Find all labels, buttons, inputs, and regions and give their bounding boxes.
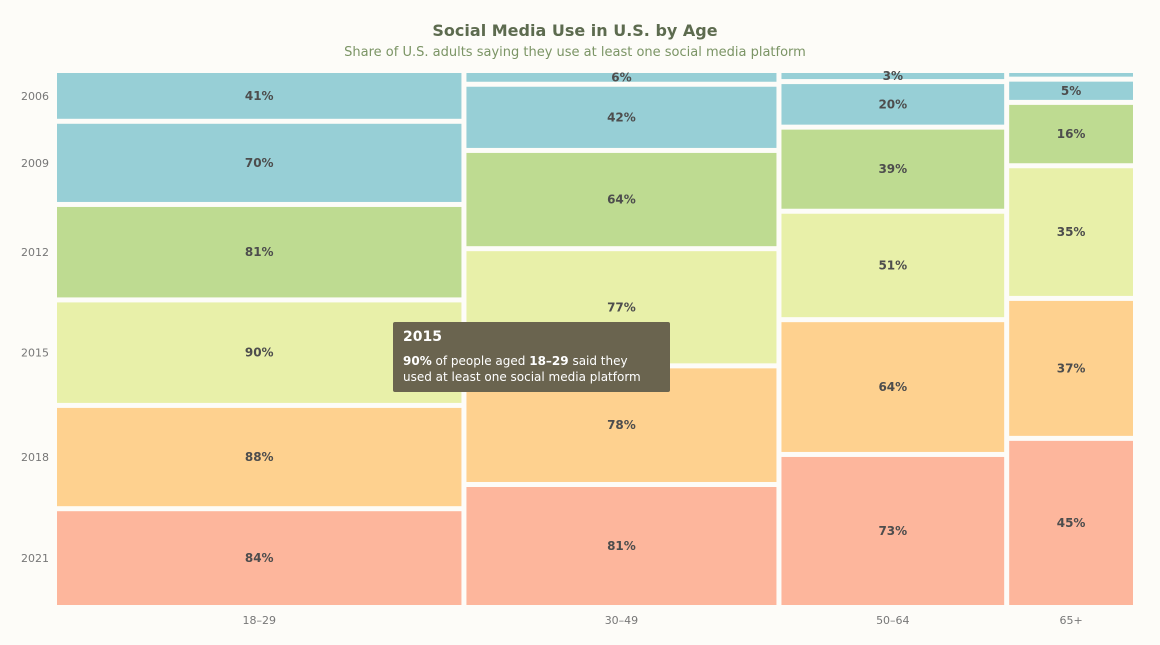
mosaic-cell[interactable] (1009, 168, 1133, 296)
cell-value-label: 64% (607, 193, 636, 207)
mosaic-cell[interactable] (57, 407, 462, 507)
year-axis-label: 2009 (21, 157, 49, 170)
mosaic-cell[interactable] (1009, 81, 1133, 100)
mosaic-cell[interactable] (781, 456, 1005, 605)
mosaic-cell[interactable] (781, 73, 1005, 80)
cell-value-label: 16% (1057, 127, 1086, 141)
year-axis-label: 2018 (21, 451, 49, 464)
mosaic-cell[interactable] (466, 486, 777, 605)
age-group-label: 65+ (1059, 614, 1082, 627)
cell-value-label: 90% (245, 346, 274, 360)
cell-value-label: 3% (883, 69, 903, 83)
cell-value-label: 35% (1057, 225, 1086, 239)
tooltip-body: 90% of people aged 18–29 said they used … (403, 353, 660, 385)
mosaic-cell[interactable] (781, 213, 1005, 318)
mosaic-cell[interactable] (1009, 73, 1133, 77)
cell-value-label: 6% (611, 70, 631, 84)
tooltip: 2015 90% of people aged 18–29 said they … (393, 322, 670, 392)
mosaic-cell[interactable] (57, 206, 462, 298)
cell-value-label: 20% (878, 97, 907, 111)
cell-value-label: 84% (245, 551, 274, 565)
cell-value-label: 88% (245, 450, 274, 464)
mosaic-cell[interactable] (781, 84, 1005, 125)
tooltip-title: 2015 (403, 329, 442, 345)
cell-value-label: 37% (1057, 361, 1086, 375)
mosaic-cell[interactable] (57, 123, 462, 202)
cell-value-label: 78% (607, 418, 636, 432)
cell-value-label: 5% (1061, 84, 1081, 98)
age-group-label: 30–49 (605, 614, 639, 627)
cell-value-label: 45% (1057, 516, 1086, 530)
cell-value-label: 42% (607, 110, 636, 124)
mosaic-cell[interactable] (781, 129, 1005, 209)
year-axis-label: 2006 (21, 90, 49, 103)
mosaic-cell[interactable] (1009, 440, 1133, 605)
mosaic-cell[interactable] (466, 73, 777, 82)
cell-value-label: 81% (607, 539, 636, 553)
mosaic-cell[interactable] (781, 322, 1005, 452)
mosaic-cell[interactable] (466, 152, 777, 247)
mosaic-cell[interactable] (1009, 104, 1133, 164)
year-axis-label: 2021 (21, 552, 49, 565)
cell-value-label: 70% (245, 156, 274, 170)
mosaic-cell[interactable] (57, 73, 462, 119)
age-group-label: 18–29 (242, 614, 276, 627)
cell-value-label: 39% (878, 162, 907, 176)
age-group-label: 50–64 (876, 614, 910, 627)
cell-value-label: 51% (878, 258, 907, 272)
cell-value-label: 64% (878, 380, 907, 394)
mosaic-cell[interactable] (466, 86, 777, 148)
tooltip-text-1: of people aged (431, 354, 530, 368)
cell-value-label: 73% (878, 524, 907, 538)
cell-value-label: 77% (607, 300, 636, 314)
year-axis-label: 2015 (21, 347, 49, 360)
tooltip-group: 18–29 (529, 354, 569, 368)
tooltip-value: 90% (403, 354, 432, 368)
year-axis-label: 2012 (21, 246, 49, 259)
mosaic-cell[interactable] (1009, 300, 1133, 436)
chart-subtitle: Share of U.S. adults saying they use at … (344, 45, 806, 60)
chart-title: Social Media Use in U.S. by Age (432, 21, 717, 40)
mosaic-cell[interactable] (57, 511, 462, 605)
tooltip-text-2: said they used at least one social media… (403, 354, 641, 384)
cell-value-label: 81% (245, 245, 274, 259)
cell-value-label: 41% (245, 89, 274, 103)
